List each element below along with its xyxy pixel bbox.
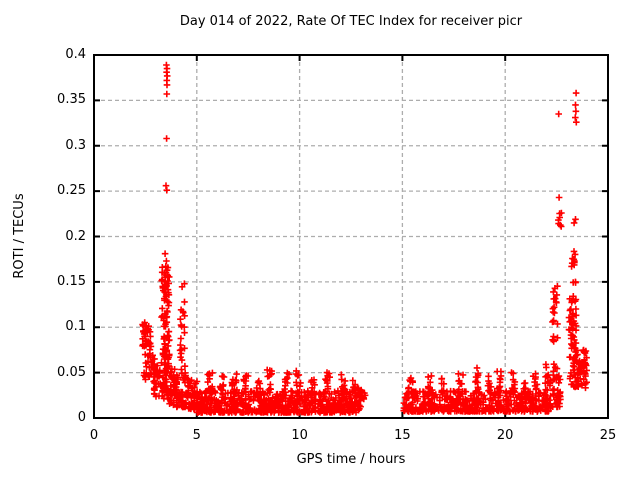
x-tick-label: 15 xyxy=(394,428,411,443)
y-tick-label: 0.3 xyxy=(65,137,86,153)
x-tick-label: 25 xyxy=(599,428,617,443)
y-tick-label: 0.2 xyxy=(65,228,86,244)
y-tick-label: 0.05 xyxy=(57,364,86,380)
y-tick-label: 0.4 xyxy=(65,47,86,62)
y-tick-label: 0.35 xyxy=(57,92,86,108)
axis-ticks xyxy=(93,54,609,419)
y-tick-label: 0.25 xyxy=(57,183,86,199)
scatter-points-ROTI xyxy=(139,61,590,416)
x-tick-label: 20 xyxy=(496,428,514,443)
y-tick-label: 0 xyxy=(77,410,86,425)
x-axis-label: GPS time / hours xyxy=(296,452,406,467)
chart-title: Day 014 of 2022, Rate Of TEC Index for r… xyxy=(179,14,523,29)
x-tick-label: 10 xyxy=(291,428,308,443)
y-tick-label: 0.15 xyxy=(57,273,86,289)
x-tick-label: 5 xyxy=(192,428,201,443)
x-tick-label: 0 xyxy=(89,428,99,443)
y-tick-label: 0.1 xyxy=(65,319,86,335)
